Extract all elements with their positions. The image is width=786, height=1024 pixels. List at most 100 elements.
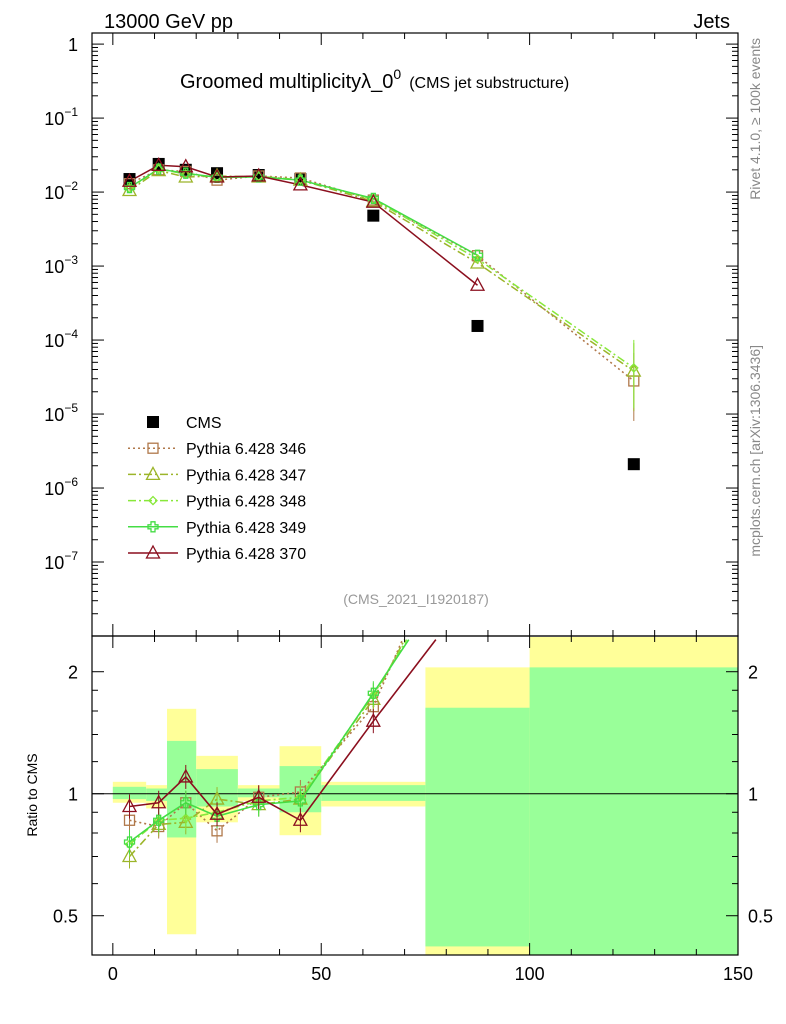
main-y-tick-base: 10 (44, 553, 64, 573)
header-left-label: 13000 GeV pp (104, 11, 233, 33)
mc-point (469, 276, 486, 291)
main-y-tick-base: 1 (68, 35, 78, 55)
mcplots-reference-label: mcplots.cern.ch [arXiv:1306.3436] (747, 345, 763, 557)
ratio-y-tick-label: 0.5 (53, 907, 78, 927)
mc-point (294, 174, 307, 186)
ratio-marker (251, 788, 267, 803)
legend-marker (147, 442, 159, 454)
main-line (129, 169, 635, 382)
cms-data-point (252, 169, 265, 182)
mc-point (628, 363, 639, 373)
mc-point (469, 254, 486, 269)
band-green (146, 788, 168, 801)
plot-title-sub: (CMS jet substructure) (409, 75, 569, 92)
legend-marker (145, 544, 161, 559)
mc-point (471, 249, 484, 261)
plot-title-main: Groomed multiplicityλ_0 (180, 71, 393, 93)
main-y-tick-label: 10−7 (44, 549, 78, 573)
main-y-tick-exponent: −5 (64, 401, 78, 415)
band-green (112, 786, 147, 800)
main-y-tick-exponent: −3 (64, 253, 78, 267)
mc-point (367, 192, 379, 205)
mc-point (251, 167, 267, 182)
ratio-marker (180, 813, 191, 824)
main-y-tick-exponent: −7 (64, 549, 78, 563)
legend-label: Pythia 6.428 348 (186, 494, 306, 511)
plot-title: Groomed multiplicityλ_00 (CMS jet substru… (180, 66, 569, 93)
cms-data-point (627, 458, 640, 471)
legend-marker (145, 466, 161, 481)
mc-point (253, 171, 265, 183)
ratio-y-axis-label: Ratio to CMS (24, 753, 40, 836)
main-y-tick-label: 10−1 (44, 105, 78, 129)
ratio-uncertainty-bands (92, 637, 738, 955)
ratio-line (128, 639, 406, 858)
main-y-tick-base: 10 (44, 183, 64, 203)
ratio-marker (209, 805, 225, 820)
mc-point (178, 158, 194, 173)
ratio-y-tick-label: 1 (68, 785, 78, 805)
ratio-marker (121, 848, 138, 863)
ratio-marker (365, 712, 381, 727)
ratio-marker (180, 797, 192, 809)
ratio-line (129, 639, 410, 843)
legend-label: Pythia 6.428 370 (186, 546, 306, 563)
legend-marker (147, 521, 159, 533)
mc-point (178, 168, 194, 183)
main-y-tick-exponent: −6 (64, 475, 78, 489)
ratio-panel-frame (91, 635, 739, 956)
ratio-marker (294, 795, 307, 807)
main-y-tick-base: 10 (44, 257, 64, 277)
band-green (529, 667, 738, 955)
plot-frames (91, 32, 739, 956)
band-green (321, 785, 426, 801)
cms-data-point (471, 319, 484, 332)
legend-label: Pythia 6.428 346 (186, 441, 306, 458)
ratio-line (129, 639, 437, 822)
main-series-lines (129, 164, 635, 382)
main-y-tick-base: 10 (44, 479, 64, 499)
mc-point (209, 168, 225, 183)
main-y-tick-label: 10−6 (44, 475, 78, 499)
legend-label: Pythia 6.428 347 (186, 467, 306, 484)
ratio-marker (151, 794, 167, 809)
legend-marker (147, 416, 159, 428)
main-line (129, 169, 635, 372)
ratio-y-tick-label: 2 (68, 663, 78, 683)
ratio-marker (178, 768, 194, 783)
main-y-tick-base: 10 (44, 109, 64, 129)
ratio-y-tick-label-right: 0.5 (748, 907, 773, 927)
legend-label: CMS (186, 415, 222, 432)
main-y-tick-base: 10 (44, 331, 64, 351)
ratio-marker (367, 687, 379, 699)
mc-point (151, 156, 167, 171)
main-y-tick-base: 10 (44, 405, 64, 425)
analysis-id-label: (CMS_2021_I1920187) (343, 591, 489, 607)
main-y-tick-exponent: −2 (64, 179, 78, 193)
legend: CMS Pythia 6.428 346 Pythia 6.428 347 Pythi… (128, 415, 306, 563)
legend-marker (148, 495, 158, 506)
mc-point (121, 172, 138, 187)
ratio-y-tick-label-right: 2 (748, 663, 758, 683)
ratio-series-lines (121, 639, 437, 869)
band-green (425, 707, 530, 947)
header-right-label: Jets (693, 11, 730, 33)
ratio-x-tick-label: 150 (723, 964, 753, 984)
mc-point (153, 164, 164, 174)
main-series-markers (121, 156, 642, 471)
ratio-y-tick-label-right: 1 (748, 785, 758, 805)
axis-ticks: 110−110−210−310−410−510−610−70 50 100 1500.… (44, 33, 773, 984)
rivet-version-label: Rivet 4.1.0, ≥ 100k events (747, 38, 763, 200)
main-y-tick-label: 10−5 (44, 401, 78, 425)
cms-data-point (367, 209, 380, 222)
ratio-x-tick-label: 0 (108, 964, 118, 984)
mc-point (292, 176, 308, 191)
plot-title-superscript: 0 (393, 66, 401, 82)
main-y-tick-exponent: −4 (64, 327, 78, 341)
main-y-tick-exponent: −1 (64, 105, 78, 119)
ratio-marker (153, 814, 165, 826)
ratio-marker (121, 798, 138, 813)
main-y-tick-label: 10−2 (44, 179, 78, 203)
ratio-marker (123, 836, 136, 848)
